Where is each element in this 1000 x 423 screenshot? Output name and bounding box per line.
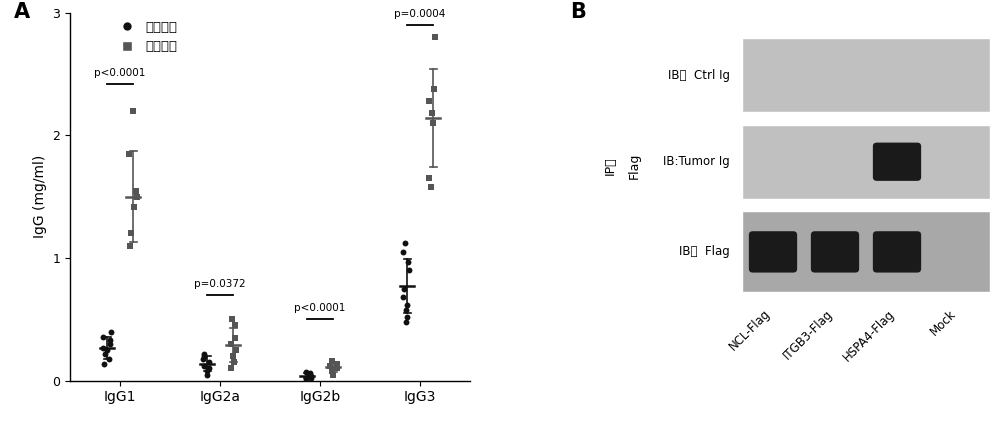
Point <box>397 240 413 247</box>
Text: ITGB3-Flag: ITGB3-Flag <box>780 307 835 362</box>
Point <box>99 347 115 354</box>
FancyBboxPatch shape <box>873 143 921 181</box>
Point <box>227 334 243 341</box>
Text: IB：  Ctrl Ig: IB： Ctrl Ig <box>668 69 730 82</box>
Text: A: A <box>14 2 30 22</box>
Point <box>122 242 138 249</box>
Point <box>196 350 212 357</box>
Text: p<0.0001: p<0.0001 <box>94 68 146 78</box>
Point <box>102 337 118 343</box>
Point <box>224 316 240 323</box>
FancyBboxPatch shape <box>742 38 990 112</box>
Text: B: B <box>570 2 586 22</box>
Point <box>398 319 414 325</box>
Point <box>95 333 111 340</box>
Point <box>227 322 243 329</box>
Point <box>225 353 241 360</box>
Point <box>129 193 145 200</box>
Text: p=0.0372: p=0.0372 <box>194 279 246 289</box>
Point <box>199 371 215 378</box>
Point <box>423 184 439 190</box>
Point <box>329 360 345 367</box>
Point <box>96 360 112 367</box>
Point <box>103 328 119 335</box>
FancyBboxPatch shape <box>873 231 921 272</box>
Point <box>399 301 415 308</box>
Point <box>329 365 345 372</box>
Text: Mock: Mock <box>928 307 959 338</box>
Text: NCL-Flag: NCL-Flag <box>727 307 773 353</box>
Point <box>300 374 316 380</box>
Point <box>199 368 215 374</box>
Point <box>125 107 141 114</box>
Point <box>201 365 217 372</box>
Point <box>298 369 314 376</box>
Point <box>301 371 317 378</box>
Point <box>427 34 443 41</box>
Point <box>401 267 417 274</box>
Point <box>201 359 217 365</box>
Point <box>421 98 437 104</box>
Point <box>121 151 137 157</box>
FancyBboxPatch shape <box>742 212 990 292</box>
FancyBboxPatch shape <box>811 231 859 272</box>
Point <box>298 376 314 383</box>
Point <box>123 230 139 237</box>
Text: IB：  Flag: IB： Flag <box>679 245 730 258</box>
Point <box>424 110 440 117</box>
Point <box>399 313 415 320</box>
FancyBboxPatch shape <box>749 231 797 272</box>
Point <box>400 258 416 265</box>
Point <box>128 187 144 194</box>
Point <box>126 203 142 210</box>
Point <box>226 359 242 365</box>
Point <box>324 368 340 374</box>
Text: Flag: Flag <box>628 152 641 179</box>
Point <box>196 363 212 369</box>
Point <box>101 355 117 362</box>
Text: p=0.0004: p=0.0004 <box>394 9 446 19</box>
Point <box>195 355 211 362</box>
Text: IB:Tumor Ig: IB:Tumor Ig <box>663 155 730 168</box>
Point <box>395 249 411 255</box>
Point <box>396 286 412 292</box>
FancyBboxPatch shape <box>742 125 990 198</box>
Point <box>95 344 111 351</box>
Point <box>426 85 442 92</box>
Text: p<0.0001: p<0.0001 <box>294 303 346 313</box>
Point <box>395 294 411 301</box>
Point <box>97 350 113 357</box>
Y-axis label: IgG (mg/ml): IgG (mg/ml) <box>33 155 47 238</box>
Point <box>196 353 212 360</box>
Point <box>302 370 318 377</box>
Point <box>322 363 338 369</box>
Point <box>324 358 340 365</box>
Point <box>425 120 441 126</box>
Point <box>102 341 118 347</box>
Point <box>325 371 341 378</box>
Point <box>303 372 319 379</box>
Legend: 正常血清, 肿瘾血清: 正常血清, 肿瘾血清 <box>109 16 183 59</box>
Point <box>228 347 244 354</box>
Point <box>223 365 239 372</box>
Point <box>398 306 414 313</box>
Text: HSPA4-Flag: HSPA4-Flag <box>840 307 897 364</box>
Point <box>421 175 437 182</box>
Point <box>223 341 239 347</box>
Point <box>303 375 319 382</box>
Text: IP：: IP： <box>604 156 617 175</box>
